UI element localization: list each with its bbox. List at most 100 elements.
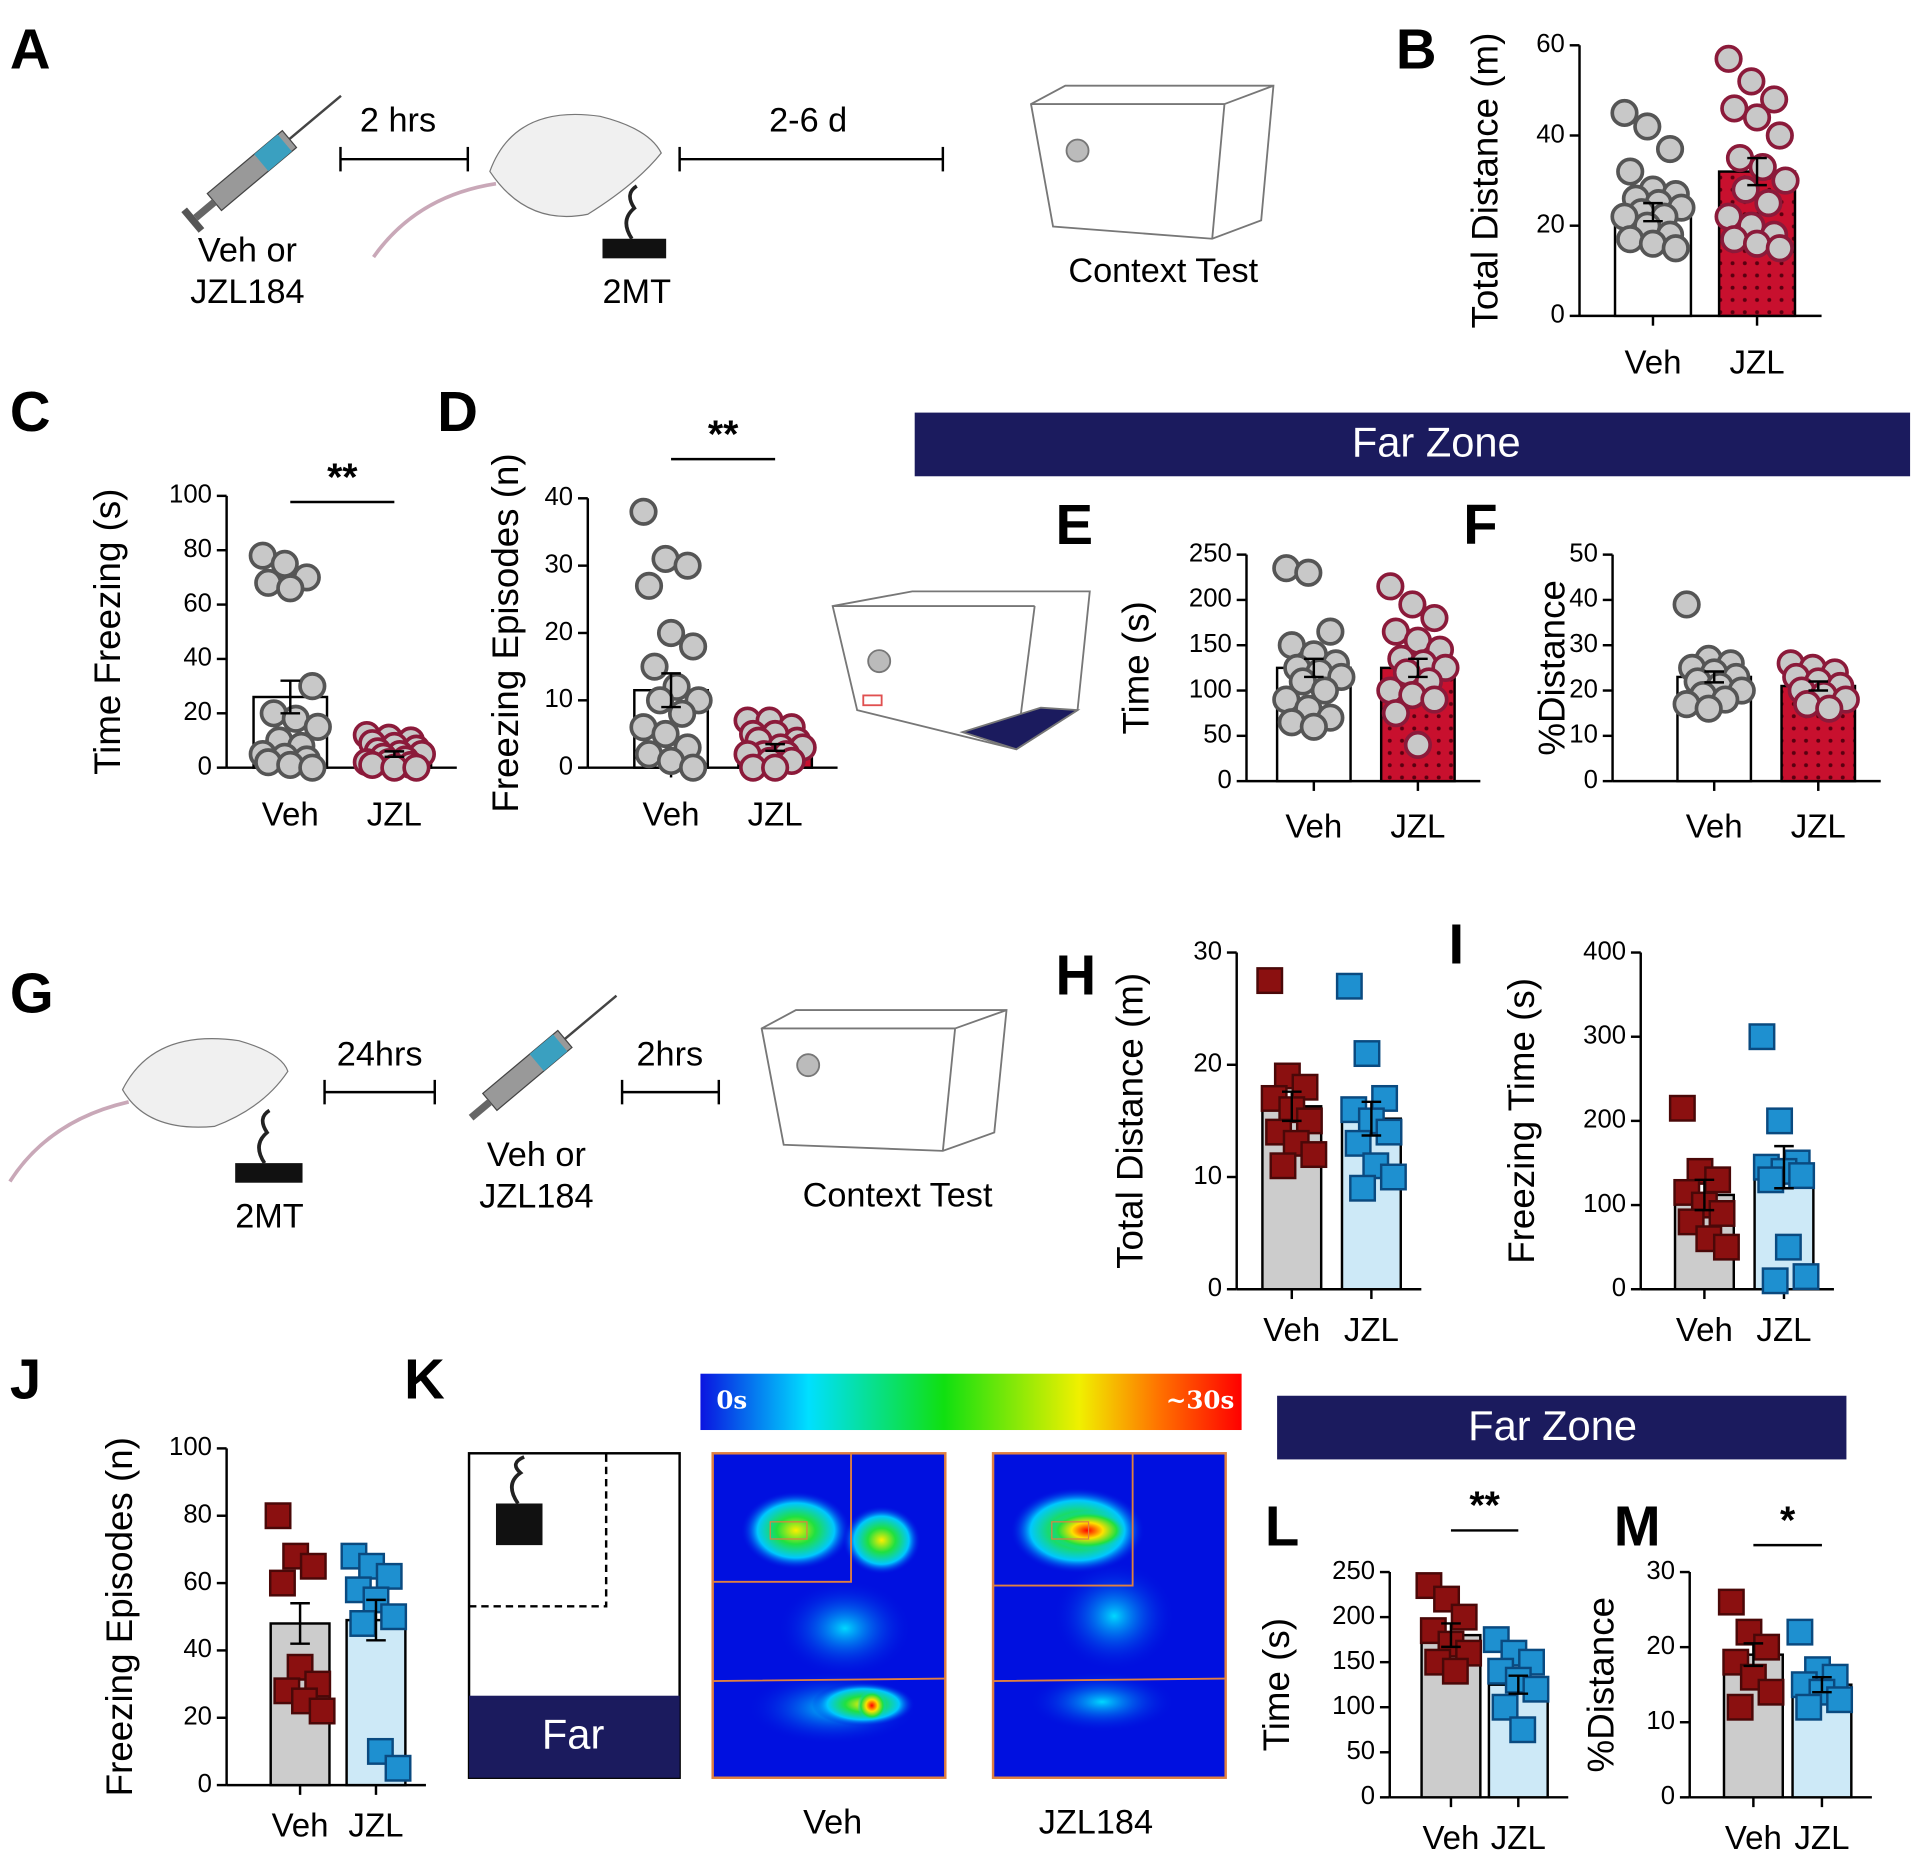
y-tick-label: 100 [169, 481, 212, 509]
panel-label: K [404, 1347, 445, 1410]
data-point [1761, 1267, 1789, 1295]
diagram-label: JZL184 [190, 273, 304, 311]
data-point [1294, 558, 1323, 587]
x-tick-label: Veh [1422, 1820, 1479, 1857]
y-tick-label: 80 [183, 1501, 212, 1529]
y-tick-label: 0 [1551, 301, 1565, 329]
heatmap [711, 1452, 947, 1779]
y-tick-label: 40 [545, 483, 574, 511]
data-point [651, 719, 680, 749]
data-point [1765, 121, 1794, 150]
diagram-label: 2 hrs [360, 101, 436, 139]
y-tick-label: 20 [545, 618, 574, 646]
significance-label: ** [708, 413, 739, 456]
data-point [667, 699, 697, 728]
data-point [1774, 1233, 1802, 1261]
data-point [1316, 617, 1345, 646]
y-tick-label: 100 [1189, 675, 1232, 703]
error-bar [384, 750, 405, 759]
error-bar [1282, 1090, 1302, 1123]
y-tick-label: 40 [183, 644, 212, 672]
x-tick-label: Veh [1725, 1820, 1782, 1857]
y-tick-label: 20 [1646, 1632, 1675, 1660]
data-point [1420, 603, 1449, 633]
y-tick-label: 10 [1569, 721, 1598, 749]
data-point [298, 753, 327, 782]
y-tick-label: 0 [1661, 1782, 1675, 1810]
y-tick-label: 10 [1193, 1162, 1222, 1190]
data-point [1795, 1693, 1823, 1721]
data-point [1420, 685, 1449, 714]
context-box [1029, 84, 1275, 240]
data-point [1353, 1040, 1381, 1068]
far-zone [469, 1695, 680, 1778]
data-point [1509, 1716, 1537, 1744]
error-bar [1747, 156, 1767, 187]
error-bar [366, 1598, 386, 1642]
data-point [1375, 1118, 1403, 1146]
data-point [1616, 225, 1645, 254]
panel-label: B [1396, 18, 1437, 81]
data-point [1714, 44, 1743, 73]
y-axis-label: Freezing Time (s) [1501, 978, 1542, 1264]
panel-label: I [1449, 913, 1465, 976]
y-tick-label: 0 [1612, 1274, 1626, 1302]
data-point [1731, 175, 1760, 204]
data-point [1299, 712, 1328, 741]
error-bar [290, 1602, 310, 1645]
near-zone [469, 1453, 608, 1608]
data-point [380, 1603, 408, 1631]
y-tick-label: 150 [1189, 630, 1232, 658]
diagram-label: Veh or [198, 231, 297, 269]
error-bar [1304, 657, 1324, 679]
y-axis-label: Freezing Episodes (n) [485, 453, 526, 812]
data-point [1269, 1152, 1297, 1180]
data-point [645, 686, 675, 715]
scale-label: ~30s [1166, 1385, 1234, 1414]
data-point [1522, 1675, 1550, 1703]
y-tick-label: 20 [183, 698, 212, 726]
y-tick-label: 30 [1646, 1557, 1675, 1585]
x-tick-label: Veh [1263, 1312, 1320, 1349]
data-point [1398, 590, 1427, 619]
y-tick-label: 0 [198, 752, 212, 780]
y-axis-label: Freezing Episodes (n) [99, 1437, 140, 1796]
odor-icon [602, 184, 667, 259]
y-axis-label: %Distance [1532, 580, 1573, 756]
y-axis-label: %Distance [1581, 1597, 1622, 1773]
diagram-label: 2-6 d [769, 101, 847, 139]
data-point [761, 753, 790, 782]
error-bar [1643, 201, 1663, 223]
data-point [679, 632, 708, 661]
data-point [1344, 1129, 1372, 1157]
data-point [1450, 1603, 1478, 1631]
data-point [299, 1552, 327, 1580]
data-point [1616, 157, 1645, 186]
data-point [1668, 1094, 1696, 1122]
y-tick-label: 20 [1536, 210, 1565, 238]
data-point [1742, 229, 1772, 258]
x-tick-label: Veh [262, 796, 319, 833]
data-point [402, 753, 431, 782]
panel-label: J [10, 1347, 41, 1410]
y-tick-label: 150 [1332, 1647, 1375, 1675]
x-tick-label: Veh [1676, 1312, 1733, 1349]
banner-text: Far Zone [1352, 419, 1521, 466]
y-tick-label: 20 [183, 1703, 212, 1731]
data-point [640, 652, 669, 681]
data-point [1765, 234, 1794, 263]
significance-label: ** [327, 456, 358, 499]
panel-label: M [1614, 1494, 1661, 1557]
data-point [1610, 202, 1639, 231]
data-point [1335, 972, 1363, 1000]
diagram-label: 2hrs [636, 1036, 703, 1074]
data-point [1291, 1073, 1319, 1101]
data-point [1815, 694, 1844, 723]
diagram-label: Far [542, 1710, 605, 1757]
interval-bar [678, 146, 945, 172]
data-point [1381, 699, 1410, 728]
error-bar [765, 742, 785, 753]
error-bar [1808, 680, 1829, 692]
error-bar [1774, 1144, 1794, 1190]
